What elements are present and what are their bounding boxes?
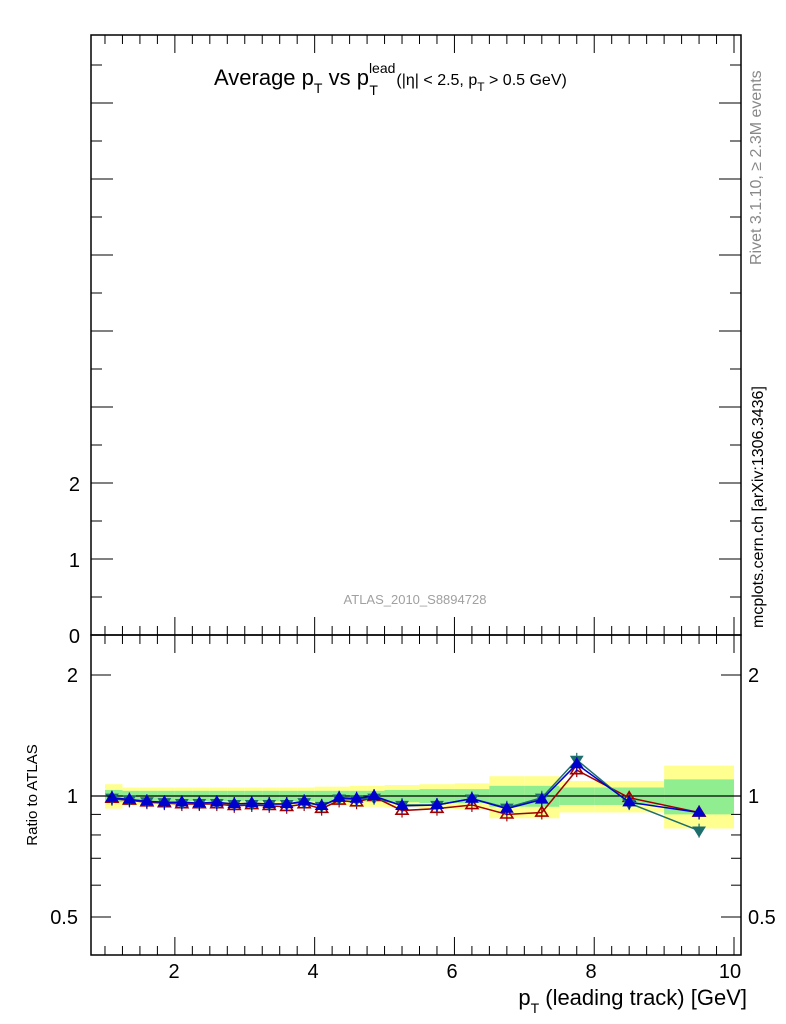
- title-cut-1: (|η| < 2.5, p: [392, 72, 477, 89]
- main-y-ticks: [91, 35, 741, 636]
- series-marker: [430, 798, 444, 810]
- xtick-label-6: 6: [446, 961, 457, 983]
- series-marker: [499, 806, 515, 819]
- series-marker: [534, 792, 549, 804]
- main-ytick-label-1: 1: [69, 550, 80, 572]
- ratio-y-axis-label: Ratio to ATLAS: [24, 744, 41, 845]
- series-marker: [692, 805, 706, 817]
- series-marker: [157, 795, 172, 807]
- ratio-ytick-left-0.5: 0.5: [50, 907, 78, 929]
- series-marker: [279, 797, 294, 809]
- ratio-ytick-left-1: 1: [67, 786, 78, 808]
- ratio-ytick-right-2: 2: [748, 665, 759, 687]
- series-marker: [622, 795, 637, 807]
- mcplots-side-label: mcplots.cern.ch [arXiv:1306.3436]: [750, 386, 767, 628]
- series-marker: [122, 792, 137, 804]
- title-vs: vs p: [322, 65, 368, 90]
- xlabel-sub-T: T: [531, 1000, 540, 1016]
- series-marker: [262, 797, 277, 809]
- series-marker: [569, 757, 584, 769]
- title-average: Average p: [214, 65, 314, 90]
- title-cut-sub: T: [477, 80, 485, 94]
- series-marker: [692, 826, 706, 838]
- series-marker: [569, 762, 585, 775]
- title-sup-lead: lead: [369, 60, 395, 76]
- series-marker: [297, 794, 312, 806]
- series-marker: [192, 796, 207, 808]
- series-marker: [174, 795, 189, 807]
- xlabel-rest: (leading track) [GeV]: [539, 985, 747, 1010]
- xtick-label-4: 4: [307, 961, 318, 983]
- analysis-label: ATLAS_2010_S8894728: [344, 592, 487, 607]
- series-marker: [464, 797, 480, 810]
- series-marker: [209, 795, 224, 807]
- ratio-panel: 2 1 0.5 2 1 0.5 2 4 6 8 10 Ratio to ATLA…: [24, 634, 776, 1016]
- ratio-ytick-left-2: 2: [67, 665, 78, 687]
- series-marker: [244, 796, 259, 808]
- ratio-ytick-right-0.5: 0.5: [748, 907, 776, 929]
- series-marker: [367, 789, 381, 801]
- series-marker: [395, 798, 409, 810]
- chart-title: Average pT vs plead T (|η| < 2.5, pT > 0.…: [214, 60, 567, 98]
- title-cut-2: > 0.5 GeV): [485, 72, 567, 89]
- ratio-frame: [90, 634, 742, 956]
- xtick-label-10: 10: [719, 961, 741, 983]
- series-marker: [499, 801, 514, 813]
- xtick-label-2: 2: [168, 961, 179, 983]
- series-marker: [332, 790, 347, 802]
- title-sub-T: T: [314, 80, 323, 96]
- main-frame: [90, 34, 742, 636]
- series-marker: [140, 794, 154, 806]
- rivet-side-label: Rivet 3.1.10, ≥ 2.3M events: [748, 70, 765, 265]
- main-panel: 2 1 0 Average pT vs plead T (|η| < 2.5, p…: [69, 34, 742, 648]
- series-marker: [314, 798, 329, 810]
- x-axis-label: pT (leading track) [GeV]: [518, 985, 747, 1016]
- ratio-series: [104, 752, 707, 838]
- title-sub-T2: T: [369, 82, 378, 98]
- xtick-label-8: 8: [585, 961, 596, 983]
- series-marker: [105, 790, 119, 802]
- main-ytick-label-0: 0: [69, 626, 80, 648]
- series-marker: [534, 804, 550, 817]
- xlabel-p: p: [518, 985, 530, 1010]
- series-marker: [349, 791, 364, 803]
- series-marker: [465, 791, 479, 803]
- series-marker: [227, 797, 242, 809]
- main-ytick-label-2: 2: [69, 474, 80, 496]
- ratio-ytick-right-1: 1: [748, 786, 759, 808]
- ratio-ticks: [91, 635, 741, 955]
